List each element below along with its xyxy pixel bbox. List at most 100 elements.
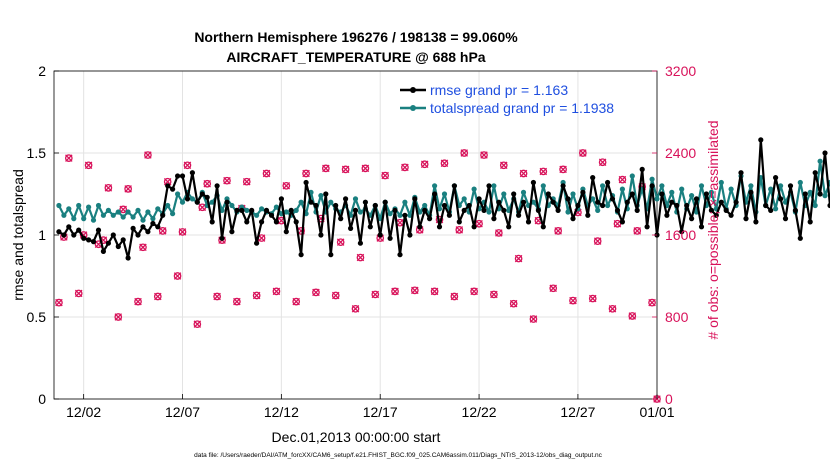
obs-point — [450, 292, 459, 301]
obs-possible-marker — [336, 238, 345, 247]
totalspread-point — [708, 189, 715, 195]
obs-point — [509, 299, 518, 308]
rmse-point — [812, 170, 818, 176]
obs-point — [163, 177, 172, 186]
obs-point — [302, 169, 310, 178]
obs-assimilated-marker — [490, 290, 498, 299]
rmse-point — [674, 202, 680, 209]
totalspread-point — [100, 212, 106, 218]
obs-possible-marker — [356, 253, 365, 262]
totalspread-point — [689, 193, 695, 199]
obs-point — [74, 289, 83, 298]
obs-assimilated-marker — [262, 169, 271, 178]
rmse-point — [540, 224, 546, 230]
rmse-point — [338, 216, 344, 222]
chart-title-line1: Northern Hemisphere 196276 / 198138 = 99… — [194, 29, 518, 45]
footer-data-file: data file: /Users/raeder/DAI/ATM_forcXX/… — [194, 452, 603, 459]
totalspread-point — [659, 183, 665, 189]
totalspread-point — [105, 207, 111, 213]
obs-point — [272, 287, 281, 296]
rmse-point — [570, 216, 576, 222]
obs-possible-marker — [480, 151, 488, 159]
rmse-point — [708, 207, 715, 213]
obs-point — [321, 164, 330, 173]
totalspread-point — [76, 202, 82, 209]
rmse-point — [66, 224, 72, 230]
obs-possible-marker — [119, 205, 128, 214]
rmse-point — [496, 199, 502, 205]
obs-point — [618, 175, 627, 184]
obs-assimilated-marker — [257, 234, 266, 242]
totalspread-point — [768, 186, 774, 192]
obs-point — [514, 254, 523, 263]
totalspread-point — [155, 206, 161, 212]
totalspread-point — [619, 186, 626, 192]
obs-possible-marker — [144, 151, 152, 159]
rmse-point — [792, 207, 799, 213]
totalspread-point — [417, 209, 423, 215]
obs-possible-marker — [371, 290, 380, 299]
obs-assimilated-marker — [554, 227, 562, 235]
rmse-point — [81, 235, 87, 241]
obs-assimilated-marker — [134, 297, 142, 306]
totalspread-point — [145, 209, 151, 215]
totalspread-point — [219, 207, 225, 213]
obs-point — [633, 227, 642, 235]
obs-possible-marker — [588, 294, 597, 303]
obs-assimilated-marker — [401, 163, 409, 172]
rmse-point — [268, 212, 275, 218]
obs-assimilated-marker — [500, 161, 508, 170]
obs-point — [282, 181, 291, 190]
obs-assimilated-marker — [455, 226, 464, 234]
totalspread-point — [110, 212, 116, 218]
x-tick-label: 12/12 — [264, 404, 299, 420]
rmse-point — [95, 227, 102, 233]
rmse-point — [328, 252, 334, 258]
rmse-point — [56, 229, 62, 235]
obs-assimilated-marker — [114, 313, 123, 321]
obs-point — [312, 288, 320, 297]
obs-assimilated-marker — [608, 305, 617, 313]
totalspread-point — [135, 207, 141, 213]
rmse-point — [471, 224, 477, 230]
totalspread-point — [491, 183, 497, 189]
rmse-point — [259, 219, 265, 225]
totalspread-point — [649, 176, 655, 182]
totalspread-point — [189, 196, 195, 202]
totalspread-point — [669, 189, 675, 195]
rmse-point — [501, 207, 507, 213]
rmse-point — [298, 252, 304, 258]
totalspread-point — [600, 183, 606, 189]
totalspread-point — [698, 183, 705, 189]
obs-assimilated-marker — [341, 165, 350, 174]
obs-assimilated-marker — [648, 298, 656, 307]
rmse-point — [357, 240, 363, 246]
obs-assimilated-marker — [480, 151, 488, 159]
rmse-point — [71, 232, 77, 238]
obs-point — [410, 286, 419, 295]
obs-possible-marker — [124, 185, 132, 193]
obs-assimilated-marker — [322, 164, 330, 173]
rmse-point — [372, 202, 378, 209]
totalspread-point — [654, 196, 660, 202]
obs-point — [480, 151, 488, 159]
totalspread-point — [822, 193, 828, 199]
rmse-point — [189, 170, 195, 176]
obs-assimilated-marker — [475, 219, 483, 228]
rmse-point — [506, 224, 512, 230]
obs-assimilated-marker — [618, 175, 627, 184]
obs-point — [470, 287, 478, 296]
obs-assimilated-marker — [495, 229, 503, 237]
obs-possible-marker — [312, 288, 320, 297]
rmse-point — [239, 207, 245, 213]
rmse-point — [817, 191, 823, 197]
obs-point — [203, 179, 212, 188]
rmse-point — [120, 237, 126, 243]
totalspread-point — [471, 186, 477, 192]
rmse-point — [412, 196, 418, 202]
totalspread-point — [254, 212, 260, 218]
rmse-point — [698, 224, 705, 230]
rmse-point — [224, 199, 230, 205]
rmse-point — [639, 166, 645, 172]
totalspread-point — [387, 211, 393, 217]
